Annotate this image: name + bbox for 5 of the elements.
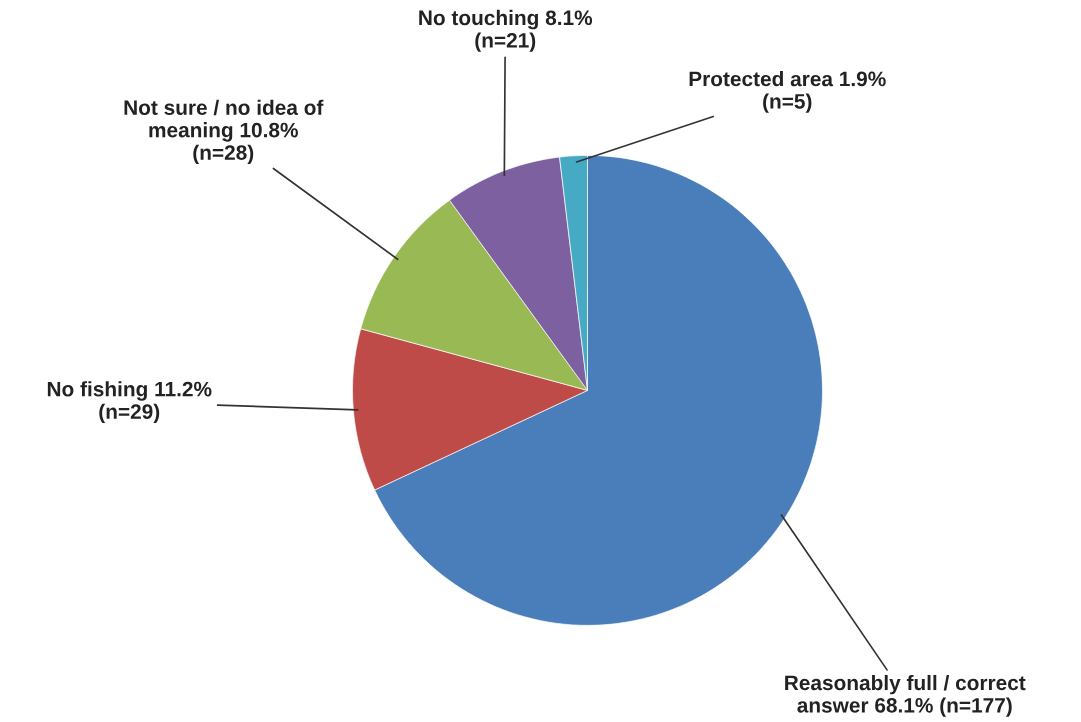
slice-label: Not sure / no idea of meaning 10.8% (n=28)	[124, 99, 324, 165]
slice-label: No fishing 11.2% (n=29)	[47, 381, 212, 424]
slice-label: Reasonably full / correct answer 68.1% (n=177)	[785, 674, 1026, 717]
slice-label: No touching 8.1% (n=21)	[419, 9, 593, 52]
slice-label: Protected area 1.9% (n=5)	[689, 70, 886, 113]
